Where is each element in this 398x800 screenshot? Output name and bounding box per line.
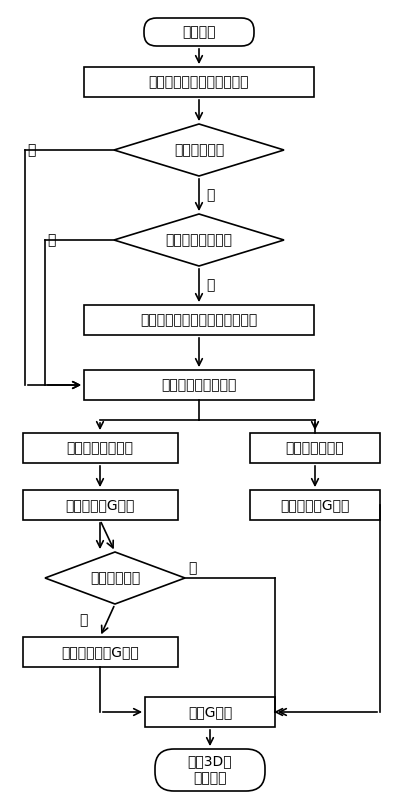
Text: 特征区偏移切片: 特征区偏移切片 — [286, 441, 344, 455]
Polygon shape — [114, 214, 284, 266]
Text: 否: 否 — [206, 188, 215, 202]
Bar — [84, 370, 314, 400]
Text: 建立模型: 建立模型 — [182, 25, 216, 39]
Bar — [84, 67, 314, 97]
Text: 获取平坦层G代码: 获取平坦层G代码 — [65, 498, 135, 512]
Text: 是: 是 — [27, 143, 35, 157]
Bar — [23, 433, 178, 463]
FancyBboxPatch shape — [155, 749, 265, 791]
Text: 否: 否 — [188, 561, 196, 575]
FancyBboxPatch shape — [144, 18, 254, 46]
Text: 组合G代码: 组合G代码 — [188, 705, 232, 719]
Bar — [250, 433, 380, 463]
Text: 识别模型顶面、侧面、底面: 识别模型顶面、侧面、底面 — [149, 75, 249, 89]
Text: 是否需要支撑: 是否需要支撑 — [90, 571, 140, 585]
Bar — [23, 637, 178, 667]
Text: 底面是否连续: 底面是否连续 — [174, 143, 224, 157]
Text: 划分平坦区和特征区: 划分平坦区和特征区 — [161, 378, 237, 392]
Text: 对应顶面是否连续: 对应顶面是否连续 — [166, 233, 232, 247]
Bar — [145, 697, 275, 727]
Text: 模型分割、确定打印方向和顺序: 模型分割、确定打印方向和顺序 — [140, 313, 258, 327]
Text: 平坦区自适应切片: 平坦区自适应切片 — [66, 441, 133, 455]
Text: 是: 是 — [47, 233, 55, 247]
Text: 是: 是 — [80, 614, 88, 627]
Bar — [250, 490, 380, 520]
Text: 获取特征层G代码: 获取特征层G代码 — [280, 498, 350, 512]
Bar — [23, 490, 178, 520]
Text: 获取支撑部分G代码: 获取支撑部分G代码 — [61, 645, 139, 659]
Bar — [84, 305, 314, 335]
Text: 否: 否 — [206, 278, 215, 293]
Polygon shape — [45, 552, 185, 604]
Text: 五轴3D打
印机打印: 五轴3D打 印机打印 — [188, 754, 232, 786]
Polygon shape — [114, 124, 284, 176]
